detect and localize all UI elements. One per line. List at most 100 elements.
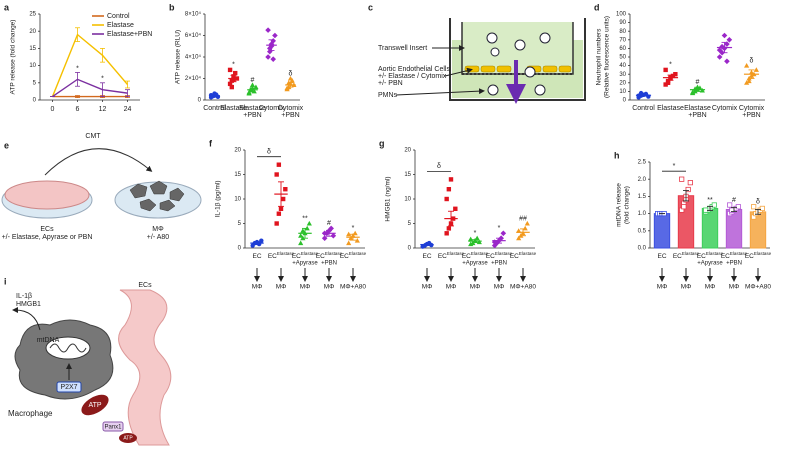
y-tick-label: 25 [29,12,36,18]
x-tick-sub: +Apyrase [462,261,488,267]
x-tick-sup: Elastase [682,251,700,256]
annotation: * [352,225,355,232]
x-tick-base: EC [510,253,519,260]
mac-label: MΦ [152,226,164,233]
line [52,78,128,98]
target-label: MΦ [657,284,668,291]
point [751,204,757,210]
y-tick-label: 20 [404,148,411,154]
x-tick-base: EC [721,253,730,260]
target-label: MΦ [446,284,457,291]
cytokine: IL-1β [16,293,32,300]
point [321,235,328,241]
y-tick-label: 2×10⁴ [185,75,202,82]
point [744,80,750,85]
cmt-label: CMT [85,133,101,140]
x-tick-label: 12 [99,106,107,113]
x-tick-label: +PBN [688,112,706,119]
point [270,38,277,44]
x-tick-base: EC [438,253,447,260]
atp-label: ATP [88,402,101,409]
annotation: * [474,230,477,237]
point [274,221,279,226]
x-tick-sup: Elastase [349,251,367,256]
x-tick-base: EC [657,253,666,260]
target-label: MΦ [729,284,740,291]
panel-label: d [594,2,600,12]
pointer [395,88,485,96]
point [468,236,474,242]
y-tick-label: 5 [238,221,242,227]
x-tick-label: +PBN [281,112,299,119]
y-tick-label: 10 [404,197,411,203]
x-tick-base: EC [486,253,495,260]
point [724,58,730,65]
bracket-label: δ [437,163,441,170]
bracket-label: δ [267,149,271,156]
point [265,27,271,33]
annotation: * [232,62,235,69]
transwell-label: Transwell Insert [378,45,427,52]
x-tick-label: ECElastase [486,251,513,260]
point [726,37,733,43]
point [274,172,279,177]
y-tick-label: 10 [619,89,626,95]
y-tick-label: 0 [33,98,37,104]
panel-label: g [379,138,385,148]
y-axis-label: Neutrophil numbers [596,28,603,85]
ecs-treatment: +/- Elastase, Apyrase or PBN [2,234,93,241]
annotation: * [669,62,672,69]
point [690,89,696,95]
point [298,240,304,246]
y-tick-label: 0 [623,98,627,104]
point [744,63,750,68]
x-tick-label: 6 [76,106,80,113]
target-label: MΦ [300,284,311,291]
annotation: # [732,197,736,204]
target-label: MΦ+A80 [745,284,771,291]
y-tick-label: 0.0 [638,246,647,252]
x-tick-label: Cytomix [739,105,765,112]
point [298,233,304,238]
panel-label: c [368,2,373,12]
point [246,89,252,95]
panel-label: a [4,2,10,12]
y-tick-label: 20 [234,148,241,154]
y-tick-label: 2.0 [638,177,647,183]
annotation: * [101,76,104,83]
x-tick-sup: Elastase [325,251,343,256]
y-tick-label: 5 [408,221,412,227]
x-tick-base: EC [340,253,349,260]
point [280,196,286,202]
annotation: * [498,225,501,232]
point [500,230,507,237]
x-tick-label: Cytomix [259,105,285,112]
y-tick-label: 4×10⁴ [185,54,202,61]
point [348,235,354,241]
macrophage [14,319,114,400]
x-tick-label: ECElastase [340,251,367,260]
point [716,47,723,53]
macrophage-label: Macrophage [8,409,53,418]
ec-cells [118,289,172,446]
ecs-label: ECs [138,282,152,289]
x-tick-label: ECElastase [673,251,700,260]
x-tick-label: ECElastase [292,251,319,260]
ec-layer [4,180,90,210]
x-tick-sub: +Apyrase [697,261,723,267]
line [51,33,129,97]
p2x7-label: P2X7 [60,384,77,391]
annotation: δ [289,70,293,77]
x-tick-label: Control [632,105,655,112]
y-tick-label: 50 [619,55,626,61]
x-tick-sup: Elastase [519,251,537,256]
release-arrow [12,307,41,331]
point [278,206,284,211]
ecs-label: ECs [40,226,54,233]
point [446,226,452,231]
y-tick-label: 10 [29,63,36,69]
point [270,56,277,62]
annotation: # [327,220,331,227]
point [284,85,290,91]
x-tick-label: 24 [124,106,132,113]
